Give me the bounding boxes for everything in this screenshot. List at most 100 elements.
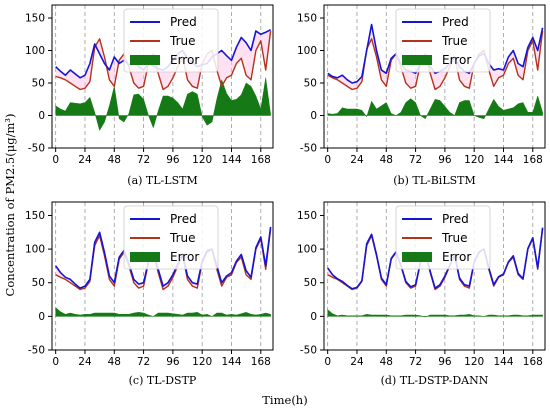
legend-label: Pred — [170, 212, 197, 226]
x-tick-label: 48 — [380, 356, 393, 368]
x-tick-label: 144 — [493, 356, 513, 368]
panel-3: 0 24 48 72 96 120 144 168 -50 0 50 100 150 Pred True Er… — [297, 201, 546, 387]
legend-swatch-error — [402, 55, 432, 65]
series-error — [327, 309, 543, 318]
legend-label: True — [169, 231, 196, 245]
plot-area — [327, 5, 544, 148]
panels: 0 24 48 72 96 120 144 168 -50 0 50 100 150 Pred True Er… — [25, 4, 546, 387]
axes-frame — [323, 4, 546, 149]
legend-label: Error — [442, 53, 471, 67]
legend-swatch-error — [402, 252, 432, 262]
x-tick-label: 72 — [409, 154, 422, 166]
y-tick-label: 0 — [310, 110, 317, 122]
legend-swatch-error — [130, 252, 160, 262]
series-pred — [327, 227, 544, 290]
y-axis-label: Concentration of PM2.5(μg/m³) — [3, 114, 17, 297]
x-tick-label: 168 — [251, 154, 271, 166]
legend-label: Pred — [170, 15, 197, 29]
x-axis-label: Time(h) — [262, 393, 307, 407]
x-tick-label: 120 — [464, 154, 484, 166]
y-tick-label: 150 — [297, 13, 317, 25]
x-tick-label: 0 — [52, 154, 59, 166]
legend-label: Error — [442, 250, 471, 264]
x-tick-label: 120 — [192, 154, 212, 166]
legend-label: True — [441, 34, 468, 48]
x-tick-label: 96 — [438, 356, 452, 368]
x-tick-label: 96 — [166, 154, 180, 166]
series-pred — [327, 23, 544, 84]
x-tick-label: 24 — [78, 154, 92, 166]
y-tick-label: 0 — [38, 110, 45, 122]
y-tick-label: 150 — [297, 210, 317, 222]
legend: Pred True Error — [395, 8, 491, 73]
difference-band — [327, 24, 543, 90]
plot-area — [327, 202, 544, 350]
x-tick-label: 0 — [324, 154, 331, 166]
panel-2: 0 24 48 72 96 120 144 168 -50 0 50 100 150 Pred True Er… — [25, 201, 274, 387]
legend-label: Pred — [442, 15, 469, 29]
y-tick-label: -50 — [28, 143, 45, 155]
y-tick-label: 150 — [25, 13, 45, 25]
series-pred — [55, 226, 272, 289]
x-tick-label: 168 — [523, 154, 543, 166]
x-tick-label: 96 — [438, 154, 452, 166]
x-tick-label: 120 — [464, 356, 484, 368]
x-tick-label: 24 — [350, 154, 364, 166]
x-tick-label: 72 — [137, 154, 150, 166]
legend-label: Error — [170, 53, 199, 67]
panel-0: 0 24 48 72 96 120 144 168 -50 0 50 100 150 Pred True Er… — [25, 4, 274, 187]
x-tick-label: 48 — [108, 154, 121, 166]
panel-caption: (a) TL-LSTM — [127, 174, 197, 187]
x-tick-label: 72 — [137, 356, 150, 368]
y-tick-label: 50 — [32, 277, 45, 289]
legend: Pred True Error — [123, 8, 219, 73]
axes-frame — [323, 201, 546, 351]
difference-band — [55, 29, 271, 90]
x-tick-label: 168 — [523, 356, 543, 368]
series-true — [55, 30, 272, 91]
x-tick-label: 144 — [493, 154, 513, 166]
panel-caption: (b) TL-BiLSTM — [393, 174, 476, 187]
x-tick-label: 48 — [108, 356, 121, 368]
x-tick-label: 144 — [221, 356, 241, 368]
series-error — [55, 77, 271, 132]
x-tick-label: 72 — [409, 356, 422, 368]
y-tick-label: 50 — [304, 78, 317, 90]
y-tick-label: 50 — [304, 277, 317, 289]
legend: Pred True Error — [123, 205, 219, 270]
y-tick-label: -50 — [28, 345, 45, 357]
x-tick-label: 0 — [52, 356, 59, 368]
legend-label: Error — [170, 250, 199, 264]
x-tick-label: 120 — [192, 356, 212, 368]
series-error — [327, 95, 543, 120]
x-tick-label: 48 — [380, 154, 393, 166]
x-tick-label: 24 — [350, 356, 364, 368]
legend-swatch-error — [130, 55, 160, 65]
legend-label: True — [441, 231, 468, 245]
x-tick-label: 168 — [251, 356, 271, 368]
x-tick-label: 24 — [78, 356, 92, 368]
y-tick-label: 100 — [297, 244, 317, 256]
panel-1: 0 24 48 72 96 120 144 168 -50 0 50 100 150 Pred True Er… — [297, 4, 546, 187]
y-tick-label: -50 — [300, 143, 317, 155]
legend: Pred True Error — [395, 205, 491, 270]
legend-label: True — [169, 34, 196, 48]
x-tick-label: 0 — [324, 356, 331, 368]
axes-frame — [51, 4, 274, 149]
panel-caption: (c) TL-DSTP — [129, 374, 197, 387]
y-tick-label: 50 — [32, 78, 45, 90]
y-tick-label: 100 — [25, 244, 45, 256]
x-tick-label: 144 — [221, 154, 241, 166]
y-tick-label: 150 — [25, 210, 45, 222]
axes-frame — [51, 201, 274, 351]
legend-label: Pred — [442, 212, 469, 226]
panel-caption: (d) TL-DSTP-DANN — [381, 374, 489, 387]
y-tick-label: 0 — [38, 311, 45, 323]
y-tick-label: 100 — [297, 45, 317, 57]
y-tick-label: 0 — [310, 311, 317, 323]
y-tick-label: -50 — [300, 345, 317, 357]
series-error — [55, 307, 271, 317]
y-tick-label: 100 — [25, 45, 45, 57]
x-tick-label: 96 — [166, 356, 180, 368]
